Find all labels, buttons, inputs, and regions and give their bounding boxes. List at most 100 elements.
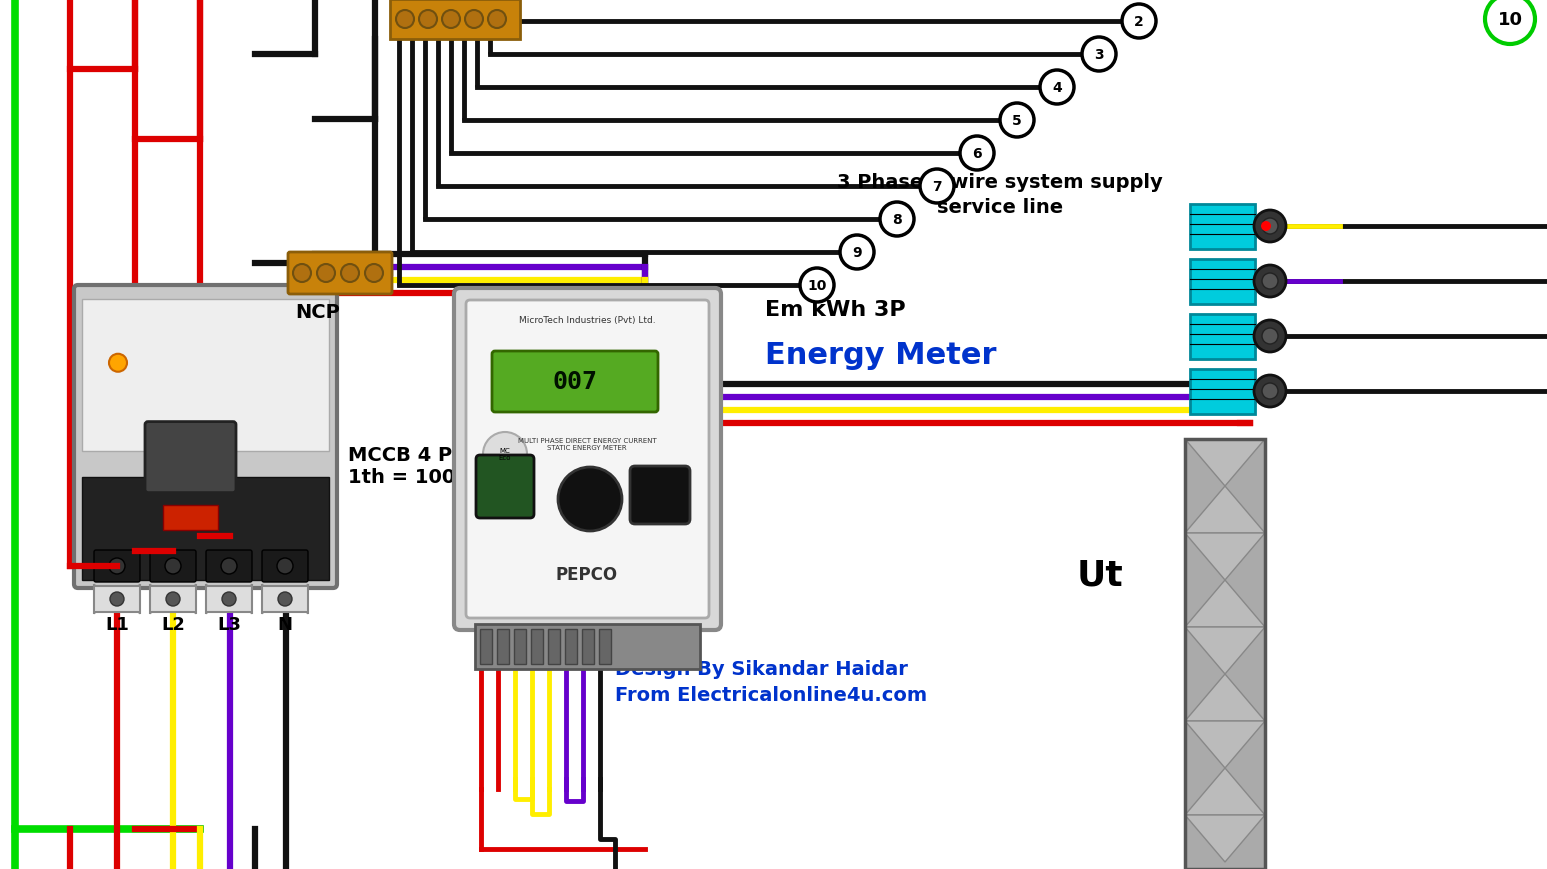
Text: 7: 7 <box>933 180 942 194</box>
Circle shape <box>1262 328 1278 345</box>
Circle shape <box>1262 274 1278 289</box>
Circle shape <box>166 593 179 607</box>
Circle shape <box>1255 266 1286 298</box>
Circle shape <box>108 559 125 574</box>
Polygon shape <box>1185 534 1265 580</box>
Text: PEPCO: PEPCO <box>555 566 619 583</box>
Text: MCCB 4 Pole
1th = 100 amp: MCCB 4 Pole 1th = 100 amp <box>348 446 509 487</box>
Circle shape <box>317 265 336 282</box>
Bar <box>1190 369 1255 415</box>
Bar <box>1190 205 1255 249</box>
Bar <box>1190 315 1255 360</box>
Circle shape <box>1255 321 1286 353</box>
FancyBboxPatch shape <box>206 550 252 582</box>
FancyBboxPatch shape <box>150 584 196 614</box>
Text: MC
Eco: MC Eco <box>498 448 511 461</box>
Circle shape <box>340 265 359 282</box>
Circle shape <box>365 265 384 282</box>
Text: MicroTech Industries (Pvt) Ltd.: MicroTech Industries (Pvt) Ltd. <box>518 315 656 324</box>
Circle shape <box>558 468 622 531</box>
Text: NCP: NCP <box>295 303 340 322</box>
FancyBboxPatch shape <box>261 584 308 614</box>
FancyBboxPatch shape <box>150 550 196 582</box>
Circle shape <box>419 11 436 29</box>
Circle shape <box>483 433 528 476</box>
Polygon shape <box>1185 768 1265 815</box>
Text: Energy Meter: Energy Meter <box>766 340 996 369</box>
Circle shape <box>1122 5 1156 39</box>
Polygon shape <box>1185 721 1265 768</box>
Bar <box>565 629 577 664</box>
Text: 10: 10 <box>1497 11 1522 29</box>
Bar <box>514 629 526 664</box>
Circle shape <box>1255 211 1286 242</box>
Circle shape <box>1040 71 1074 105</box>
FancyBboxPatch shape <box>206 584 252 614</box>
Circle shape <box>999 104 1033 138</box>
Text: 4: 4 <box>1052 81 1061 95</box>
Circle shape <box>1262 219 1278 235</box>
Circle shape <box>961 136 995 171</box>
Text: 9: 9 <box>852 246 862 260</box>
Circle shape <box>110 593 124 607</box>
Bar <box>548 629 560 664</box>
Text: 3 Phase 4 wire system supply
service line: 3 Phase 4 wire system supply service lin… <box>837 173 1163 216</box>
FancyBboxPatch shape <box>94 550 139 582</box>
Circle shape <box>396 11 415 29</box>
Circle shape <box>920 169 954 203</box>
FancyBboxPatch shape <box>492 352 657 413</box>
FancyBboxPatch shape <box>466 301 709 618</box>
Bar <box>162 505 218 530</box>
Text: Ut: Ut <box>1077 557 1123 591</box>
Polygon shape <box>1185 487 1265 534</box>
FancyBboxPatch shape <box>453 289 721 630</box>
Text: 10: 10 <box>808 279 826 293</box>
Text: L3: L3 <box>217 615 241 634</box>
Circle shape <box>1261 222 1272 232</box>
Bar <box>582 629 594 664</box>
Bar <box>1190 260 1255 305</box>
Bar <box>480 629 492 664</box>
Polygon shape <box>1185 627 1265 674</box>
Circle shape <box>277 559 292 574</box>
Circle shape <box>466 11 483 29</box>
FancyBboxPatch shape <box>145 422 237 493</box>
Text: Em kWh 3P: Em kWh 3P <box>766 300 905 320</box>
Circle shape <box>221 559 237 574</box>
Circle shape <box>1255 375 1286 408</box>
Circle shape <box>278 593 292 607</box>
Circle shape <box>442 11 459 29</box>
Circle shape <box>487 11 506 29</box>
Polygon shape <box>1185 674 1265 721</box>
Circle shape <box>166 559 181 574</box>
Circle shape <box>880 202 914 236</box>
Text: L1: L1 <box>105 615 128 634</box>
Circle shape <box>1262 383 1278 400</box>
Circle shape <box>292 265 311 282</box>
Bar <box>1185 440 1265 869</box>
FancyBboxPatch shape <box>476 455 534 519</box>
Text: 5: 5 <box>1012 114 1023 128</box>
Text: 6: 6 <box>972 147 982 161</box>
Polygon shape <box>1185 580 1265 627</box>
FancyBboxPatch shape <box>74 286 337 588</box>
Text: 8: 8 <box>893 213 902 227</box>
Bar <box>475 624 699 669</box>
Text: MULTI PHASE DIRECT ENERGY CURRENT
STATIC ENERGY METER: MULTI PHASE DIRECT ENERGY CURRENT STATIC… <box>518 438 656 451</box>
Bar <box>531 629 543 664</box>
FancyBboxPatch shape <box>288 253 391 295</box>
Polygon shape <box>1185 440 1265 487</box>
Bar <box>497 629 509 664</box>
FancyBboxPatch shape <box>630 467 690 524</box>
Circle shape <box>108 355 127 372</box>
Circle shape <box>1081 38 1115 72</box>
Text: 3: 3 <box>1094 48 1105 62</box>
Text: L2: L2 <box>161 615 186 634</box>
Circle shape <box>840 235 874 269</box>
Circle shape <box>223 593 237 607</box>
Text: Design By Sikandar Haidar
From Electricalonline4u.com: Design By Sikandar Haidar From Electrica… <box>616 660 927 705</box>
Polygon shape <box>1185 815 1265 862</box>
FancyBboxPatch shape <box>94 584 139 614</box>
Circle shape <box>800 269 834 302</box>
Bar <box>82 477 330 580</box>
